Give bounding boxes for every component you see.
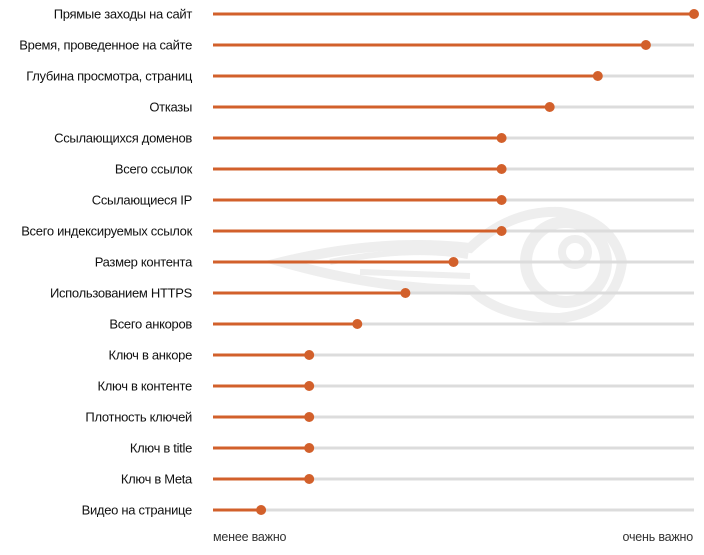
category-label: Время, проведенное на сайте [19, 38, 192, 53]
chart-row: Использованием HTTPS [50, 286, 694, 301]
value-point [400, 288, 411, 298]
value-point [256, 505, 267, 515]
category-label: Всего анкоров [109, 317, 192, 332]
chart-row: Время, проведенное на сайте [19, 38, 694, 53]
axis-max-label: очень важно [623, 530, 694, 544]
category-label: Ключ в контенте [97, 379, 192, 394]
category-label: Ключ в title [130, 441, 192, 456]
category-label: Ключ в анкоре [108, 348, 192, 363]
chart-row: Ссылающиеся IP [92, 193, 694, 208]
category-label: Ключ в Meta [121, 472, 193, 487]
category-label: Глубина просмотра, страниц [26, 69, 193, 84]
chart-row: Всего индексируемых ссылок [21, 224, 694, 239]
chart-rows: Прямые заходы на сайт Время, проведенное … [19, 7, 699, 518]
value-point [496, 195, 507, 205]
value-point [592, 71, 603, 81]
value-point [304, 381, 315, 391]
category-label: Отказы [149, 100, 192, 115]
category-label: Плотность ключей [85, 410, 192, 425]
chart-row: Ключ в анкоре [108, 348, 694, 363]
value-point [304, 443, 315, 453]
value-point [496, 164, 507, 174]
chart-row: Размер контента [95, 255, 694, 270]
value-point [544, 102, 555, 112]
value-point [689, 9, 699, 19]
category-label: Всего ссылок [115, 162, 193, 177]
category-label: Размер контента [95, 255, 193, 270]
category-label: Ссылающиеся IP [92, 193, 192, 208]
chart-row: Ключ в Meta [121, 472, 694, 487]
value-point [448, 257, 459, 267]
chart-row: Ссылающихся доменов [54, 131, 694, 146]
chart-row: Прямые заходы на сайт [54, 7, 699, 22]
category-label: Видео на странице [82, 503, 192, 518]
category-label: Всего индексируемых ссылок [21, 224, 192, 239]
chart-row: Всего анкоров [109, 317, 694, 332]
value-point [640, 40, 651, 50]
chart-row: Видео на странице [82, 503, 694, 518]
value-point [304, 412, 315, 422]
chart-row: Глубина просмотра, страниц [26, 69, 694, 84]
chart-row: Отказы [149, 100, 694, 115]
chart-row: Всего ссылок [115, 162, 694, 177]
category-label: Прямые заходы на сайт [54, 7, 193, 22]
axis-min-label: менее важно [213, 530, 287, 544]
value-point [304, 474, 315, 484]
value-point [304, 350, 315, 360]
chart-row: Плотность ключей [85, 410, 694, 425]
value-point [352, 319, 363, 329]
chart-row: Ключ в title [130, 441, 694, 456]
category-label: Использованием HTTPS [50, 286, 193, 301]
value-point [496, 133, 507, 143]
category-label: Ссылающихся доменов [54, 131, 192, 146]
chart-row: Ключ в контенте [97, 379, 694, 394]
value-point [496, 226, 507, 236]
